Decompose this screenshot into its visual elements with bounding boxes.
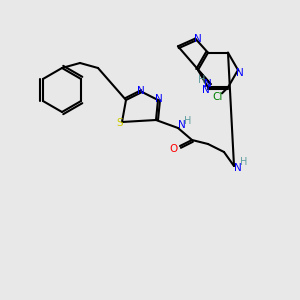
Text: N: N — [234, 163, 242, 173]
Text: H: H — [240, 157, 248, 167]
Text: Cl: Cl — [213, 92, 223, 102]
Text: O: O — [170, 144, 178, 154]
Text: H: H — [198, 75, 206, 85]
Text: N: N — [204, 79, 212, 89]
Text: N: N — [202, 85, 210, 95]
Text: N: N — [155, 94, 163, 104]
Text: N: N — [178, 120, 186, 130]
Text: N: N — [236, 68, 244, 78]
Text: N: N — [194, 34, 202, 44]
Text: N: N — [137, 86, 145, 96]
Text: S: S — [117, 118, 123, 128]
Text: H: H — [184, 116, 192, 126]
